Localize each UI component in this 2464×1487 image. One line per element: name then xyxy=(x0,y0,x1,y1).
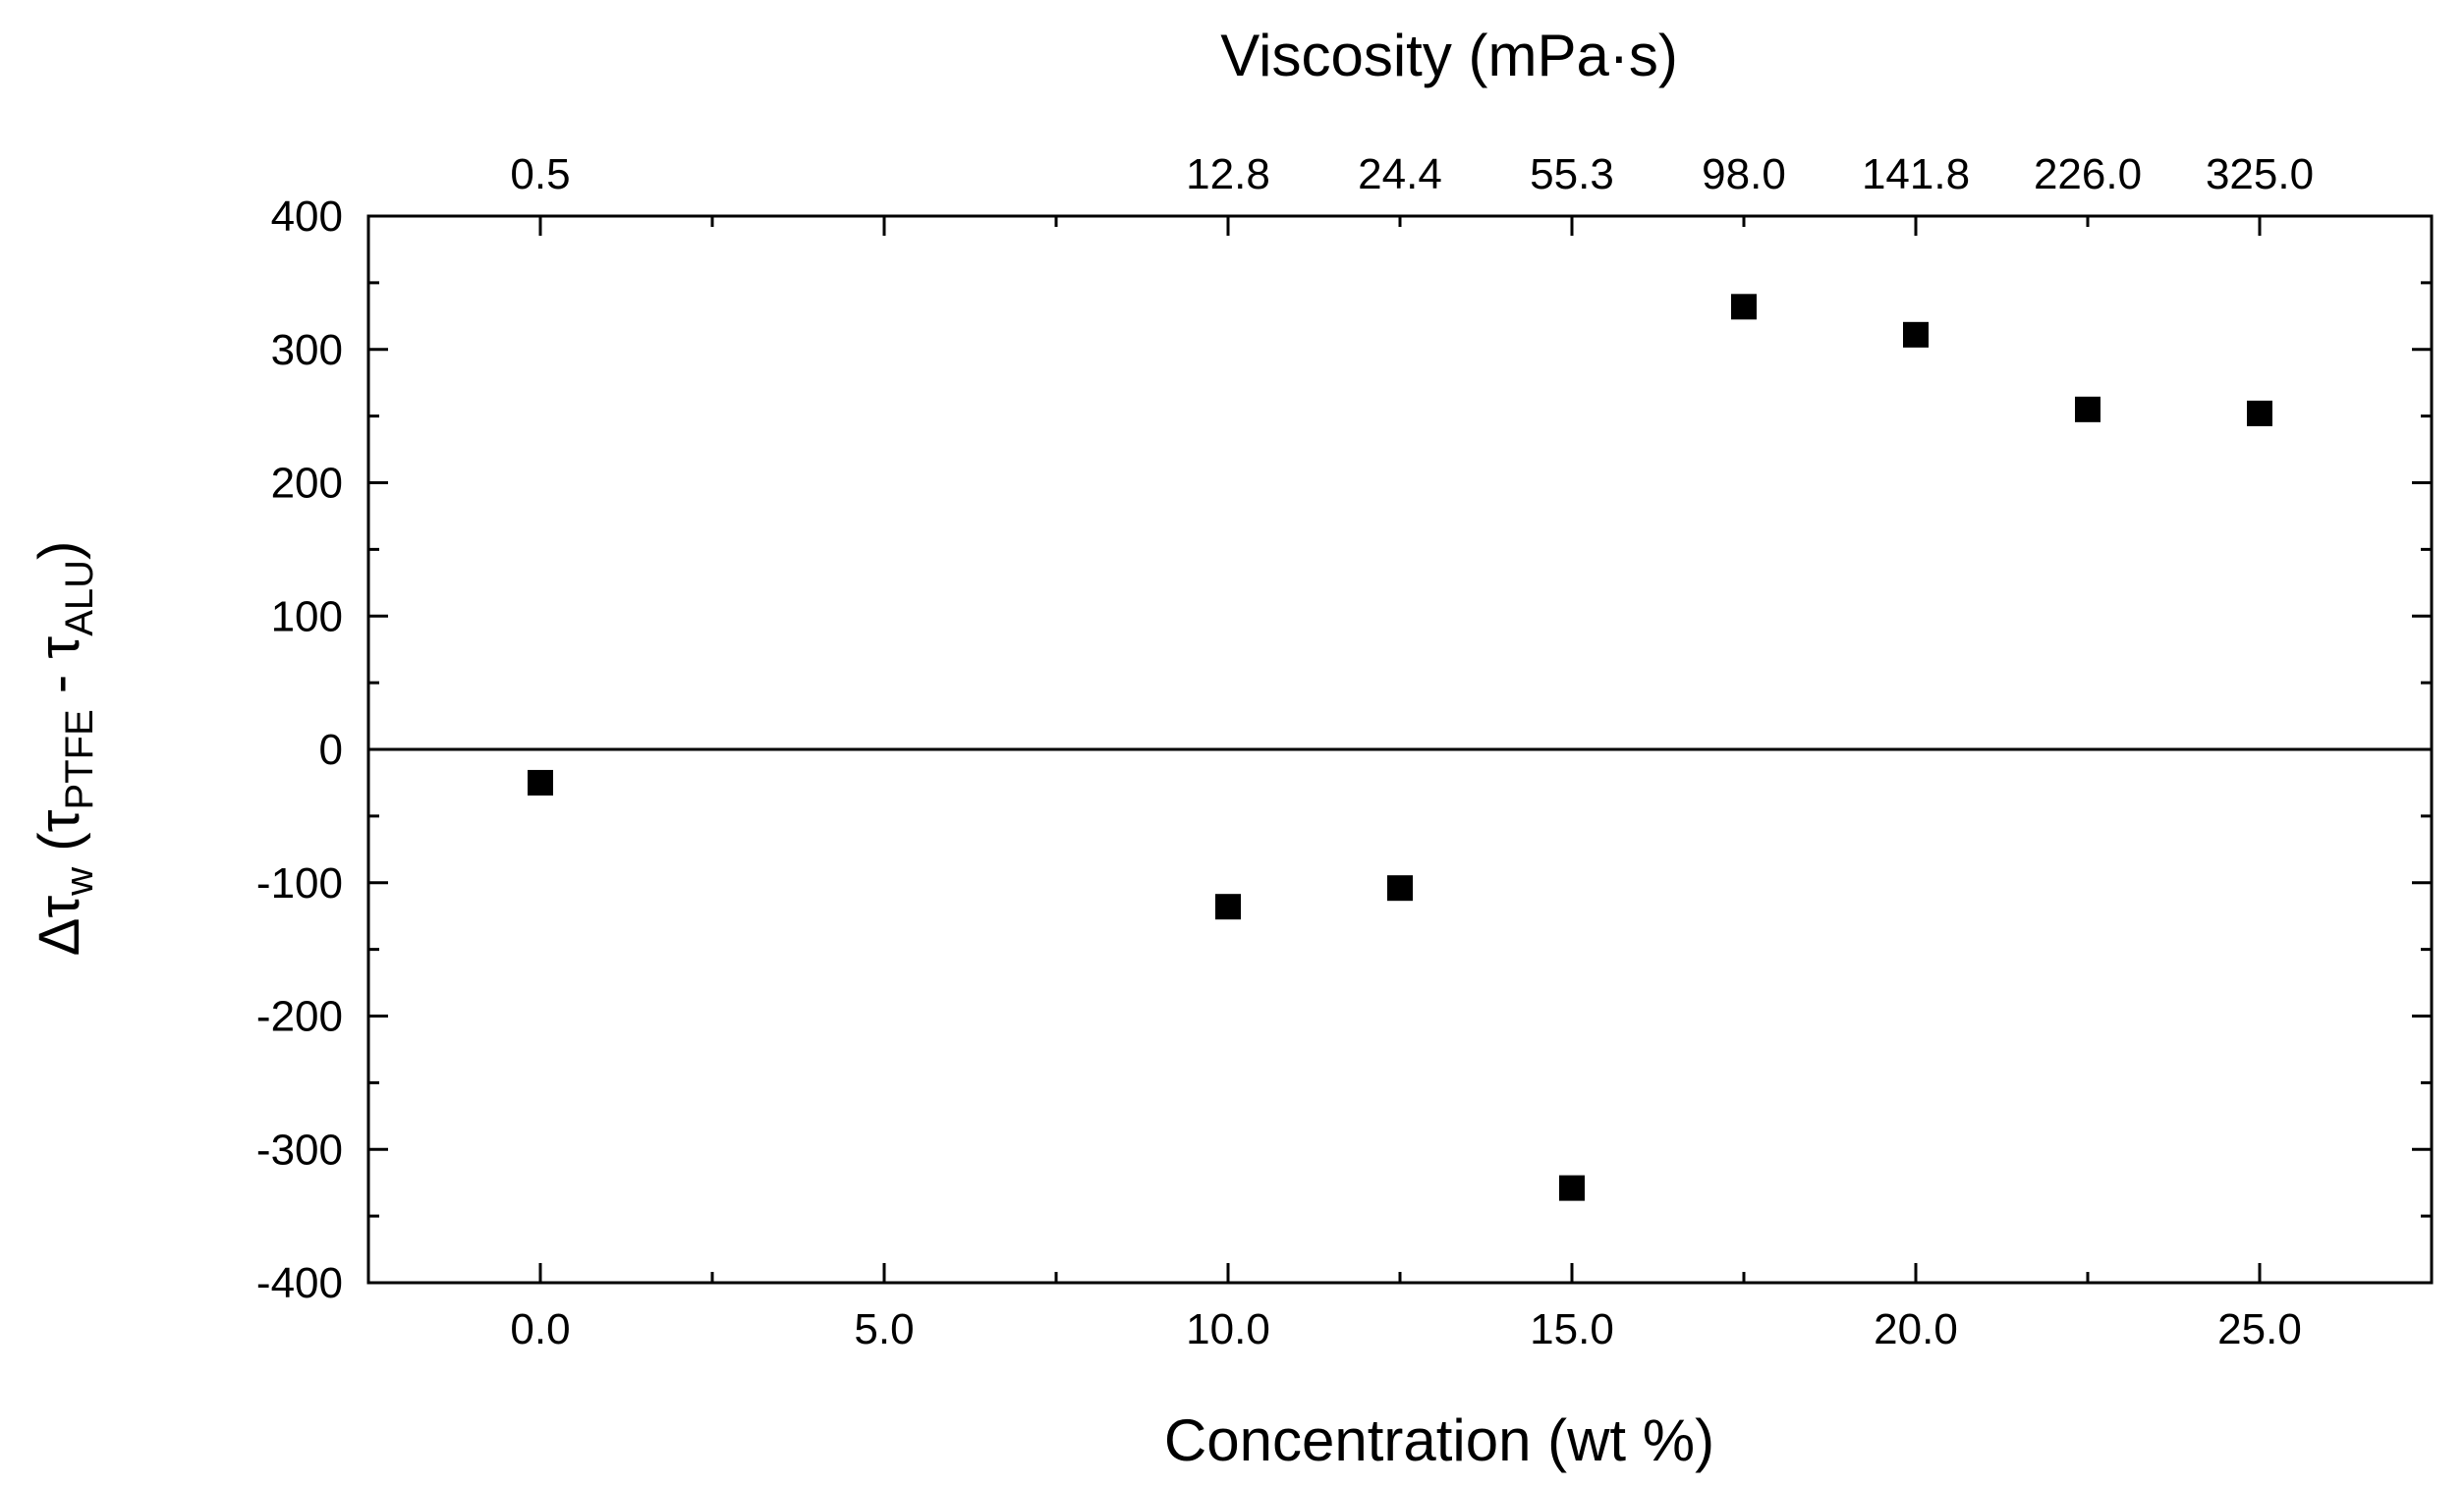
x-axis-title: Concentration (wt %) xyxy=(1164,1407,1714,1473)
y-tick-label: -100 xyxy=(256,859,343,908)
x2-tick-label: 226.0 xyxy=(2034,150,2142,198)
data-point xyxy=(2075,396,2100,422)
data-point xyxy=(1215,894,1241,920)
plot-area-frame xyxy=(366,214,2434,1285)
x2-tick-label: 325.0 xyxy=(2206,150,2314,198)
x2-tick-label: 141.8 xyxy=(1862,150,1970,198)
y-tick-label: 100 xyxy=(271,592,343,640)
y-axis-title-sub-ptfe: PTFE xyxy=(58,709,101,809)
y-axis-title-close: ) xyxy=(28,541,91,560)
data-point xyxy=(1559,1175,1585,1201)
y-axis-title-minus: - τ xyxy=(28,636,91,710)
x2-tick-label: 98.0 xyxy=(1702,150,1786,198)
y-axis-title: Δτw (τPTFE - τALU) xyxy=(28,541,101,957)
x2-axis-title: Viscosity (mPa·s) xyxy=(1220,23,1678,88)
x2-tick-label: 12.8 xyxy=(1186,150,1270,198)
y-tick-label: -400 xyxy=(256,1259,343,1307)
data-point xyxy=(528,769,553,796)
data-point xyxy=(1387,875,1413,902)
y-tick-label: 0 xyxy=(319,726,343,774)
data-points xyxy=(528,294,2272,1201)
y-axis-title-delta-tau: Δτ xyxy=(28,896,91,957)
y-tick-label: 200 xyxy=(271,460,343,508)
x-tick-label: 15.0 xyxy=(1530,1305,1614,1353)
x2-tick-label: 24.4 xyxy=(1358,150,1442,198)
x-tick-label: 25.0 xyxy=(2217,1305,2302,1353)
y-axis-title-open: (τ xyxy=(28,809,91,866)
x2-tick-label: 0.5 xyxy=(510,150,570,198)
y-axis-title-sub-alu: ALU xyxy=(58,560,101,636)
x-tick-label: 20.0 xyxy=(1874,1305,1958,1353)
y-tick-label: 400 xyxy=(271,193,343,241)
tick-labels: 0.0 5.0 10.0 15.0 20.0 25.0 0.5 12.8 24.4 55.3 98.… xyxy=(256,150,2314,1353)
x-tick-label: 10.0 xyxy=(1186,1305,1270,1353)
x-tick-label: 5.0 xyxy=(854,1305,914,1353)
y-tick-label: -300 xyxy=(256,1126,343,1174)
x-tick-label: 0.0 xyxy=(510,1305,570,1353)
data-point xyxy=(1903,321,1929,348)
y-tick-label: 300 xyxy=(271,326,343,374)
y-tick-label: -200 xyxy=(256,993,343,1041)
x2-tick-label: 55.3 xyxy=(1530,150,1614,198)
y-axis-title-sub-w: w xyxy=(58,867,101,897)
data-point xyxy=(2247,400,2272,426)
data-point xyxy=(1731,294,1757,320)
